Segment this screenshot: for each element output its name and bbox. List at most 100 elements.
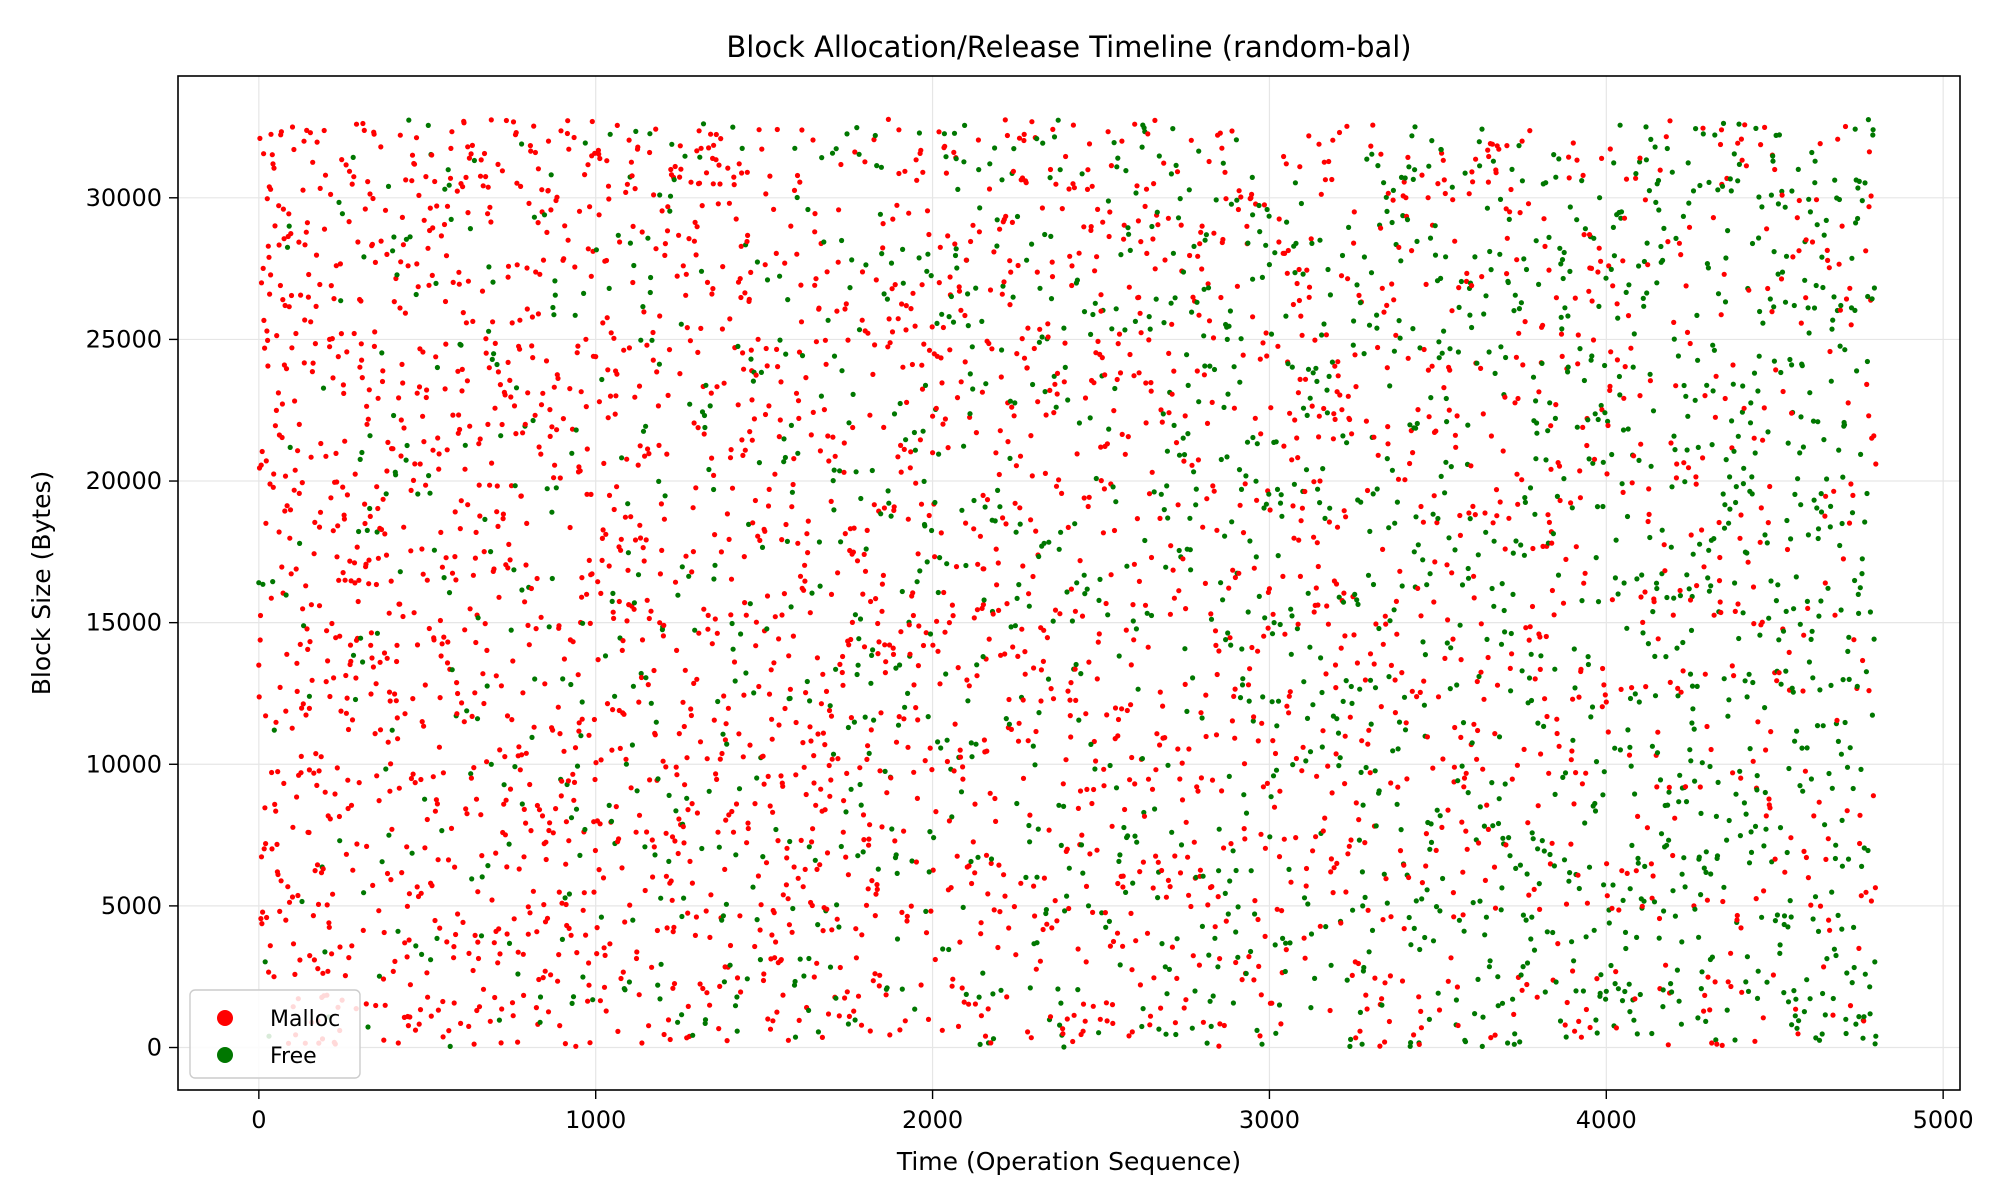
- malloc-point: [480, 986, 487, 992]
- malloc-point: [851, 525, 857, 531]
- free-point: [1350, 907, 1356, 913]
- malloc-point: [1269, 1000, 1275, 1006]
- malloc-point: [409, 152, 416, 158]
- malloc-point: [986, 340, 992, 347]
- free-point: [1027, 839, 1033, 845]
- malloc-point: [1126, 1033, 1132, 1039]
- malloc-point: [1112, 705, 1119, 711]
- malloc-point: [1436, 1007, 1443, 1013]
- free-point: [283, 592, 289, 598]
- free-point: [1656, 207, 1662, 213]
- malloc-point: [535, 311, 542, 317]
- malloc-point: [516, 744, 522, 750]
- malloc-point: [1221, 845, 1227, 851]
- malloc-point: [524, 306, 530, 312]
- malloc-point: [1332, 363, 1338, 369]
- malloc-point: [337, 261, 343, 267]
- malloc-point: [855, 993, 862, 999]
- free-point: [635, 572, 642, 578]
- free-point: [1459, 763, 1465, 769]
- free-point: [1178, 842, 1185, 848]
- malloc-point: [277, 282, 283, 289]
- free-point: [1595, 416, 1601, 423]
- free-point: [1444, 419, 1450, 425]
- malloc-point: [1397, 568, 1403, 574]
- free-point: [1715, 291, 1722, 297]
- malloc-point: [1181, 458, 1187, 464]
- malloc-point: [1186, 746, 1192, 752]
- malloc-point: [1433, 428, 1439, 434]
- malloc-point: [794, 172, 801, 179]
- malloc-point: [586, 960, 592, 966]
- free-point: [1691, 726, 1697, 732]
- malloc-point: [1764, 226, 1770, 232]
- malloc-point: [322, 172, 329, 178]
- malloc-point: [740, 350, 746, 356]
- malloc-point: [749, 397, 755, 403]
- malloc-point: [1563, 901, 1570, 907]
- malloc-point: [742, 447, 748, 453]
- free-point: [1088, 741, 1094, 748]
- malloc-point: [550, 830, 556, 836]
- free-point: [1469, 740, 1475, 746]
- free-point: [1427, 571, 1433, 577]
- malloc-point: [346, 219, 352, 225]
- malloc-point: [790, 481, 796, 488]
- malloc-point: [812, 211, 818, 217]
- free-point: [1272, 250, 1278, 256]
- malloc-point: [1283, 947, 1289, 953]
- malloc-point: [1384, 302, 1390, 308]
- free-point: [1819, 254, 1825, 260]
- free-point: [1518, 542, 1524, 548]
- malloc-point: [961, 999, 967, 1005]
- malloc-point: [1076, 250, 1082, 256]
- free-point: [1135, 686, 1141, 692]
- malloc-point: [1071, 1012, 1077, 1018]
- free-point: [1208, 616, 1215, 622]
- malloc-point: [1385, 190, 1391, 196]
- malloc-point: [1086, 141, 1093, 147]
- malloc-point: [1570, 140, 1576, 146]
- malloc-point: [1223, 918, 1229, 924]
- free-point: [889, 826, 895, 832]
- free-point: [905, 690, 911, 697]
- malloc-point: [1503, 842, 1509, 848]
- malloc-point: [884, 790, 890, 796]
- malloc-point: [1326, 158, 1332, 165]
- free-point: [1711, 536, 1717, 542]
- free-point: [1650, 408, 1657, 414]
- malloc-point: [1157, 689, 1163, 695]
- free-point: [1276, 1002, 1283, 1008]
- free-point: [1087, 415, 1093, 421]
- malloc-point: [834, 308, 840, 314]
- malloc-point: [420, 413, 426, 419]
- free-point: [1358, 499, 1364, 505]
- malloc-point: [1494, 513, 1500, 519]
- malloc-point: [1028, 517, 1034, 523]
- malloc-point: [660, 758, 666, 764]
- malloc-point: [1454, 413, 1460, 419]
- malloc-point: [547, 433, 553, 439]
- free-point: [1441, 328, 1447, 334]
- malloc-point: [507, 557, 513, 563]
- malloc-point: [476, 441, 482, 447]
- free-point: [878, 164, 885, 170]
- malloc-point: [997, 428, 1003, 434]
- malloc-point: [704, 756, 710, 762]
- malloc-point: [610, 609, 616, 615]
- malloc-point: [1381, 309, 1387, 315]
- free-point: [968, 858, 974, 865]
- free-point: [1483, 914, 1489, 920]
- malloc-point: [767, 803, 773, 809]
- malloc-point: [644, 829, 650, 835]
- free-point: [297, 540, 303, 547]
- malloc-point: [644, 342, 650, 348]
- malloc-point: [1456, 285, 1462, 291]
- free-point: [1315, 486, 1321, 492]
- free-point: [1234, 197, 1240, 203]
- malloc-point: [1656, 915, 1663, 922]
- free-point: [512, 764, 518, 770]
- malloc-point: [665, 204, 671, 210]
- free-point: [1670, 888, 1676, 894]
- malloc-point: [820, 928, 826, 934]
